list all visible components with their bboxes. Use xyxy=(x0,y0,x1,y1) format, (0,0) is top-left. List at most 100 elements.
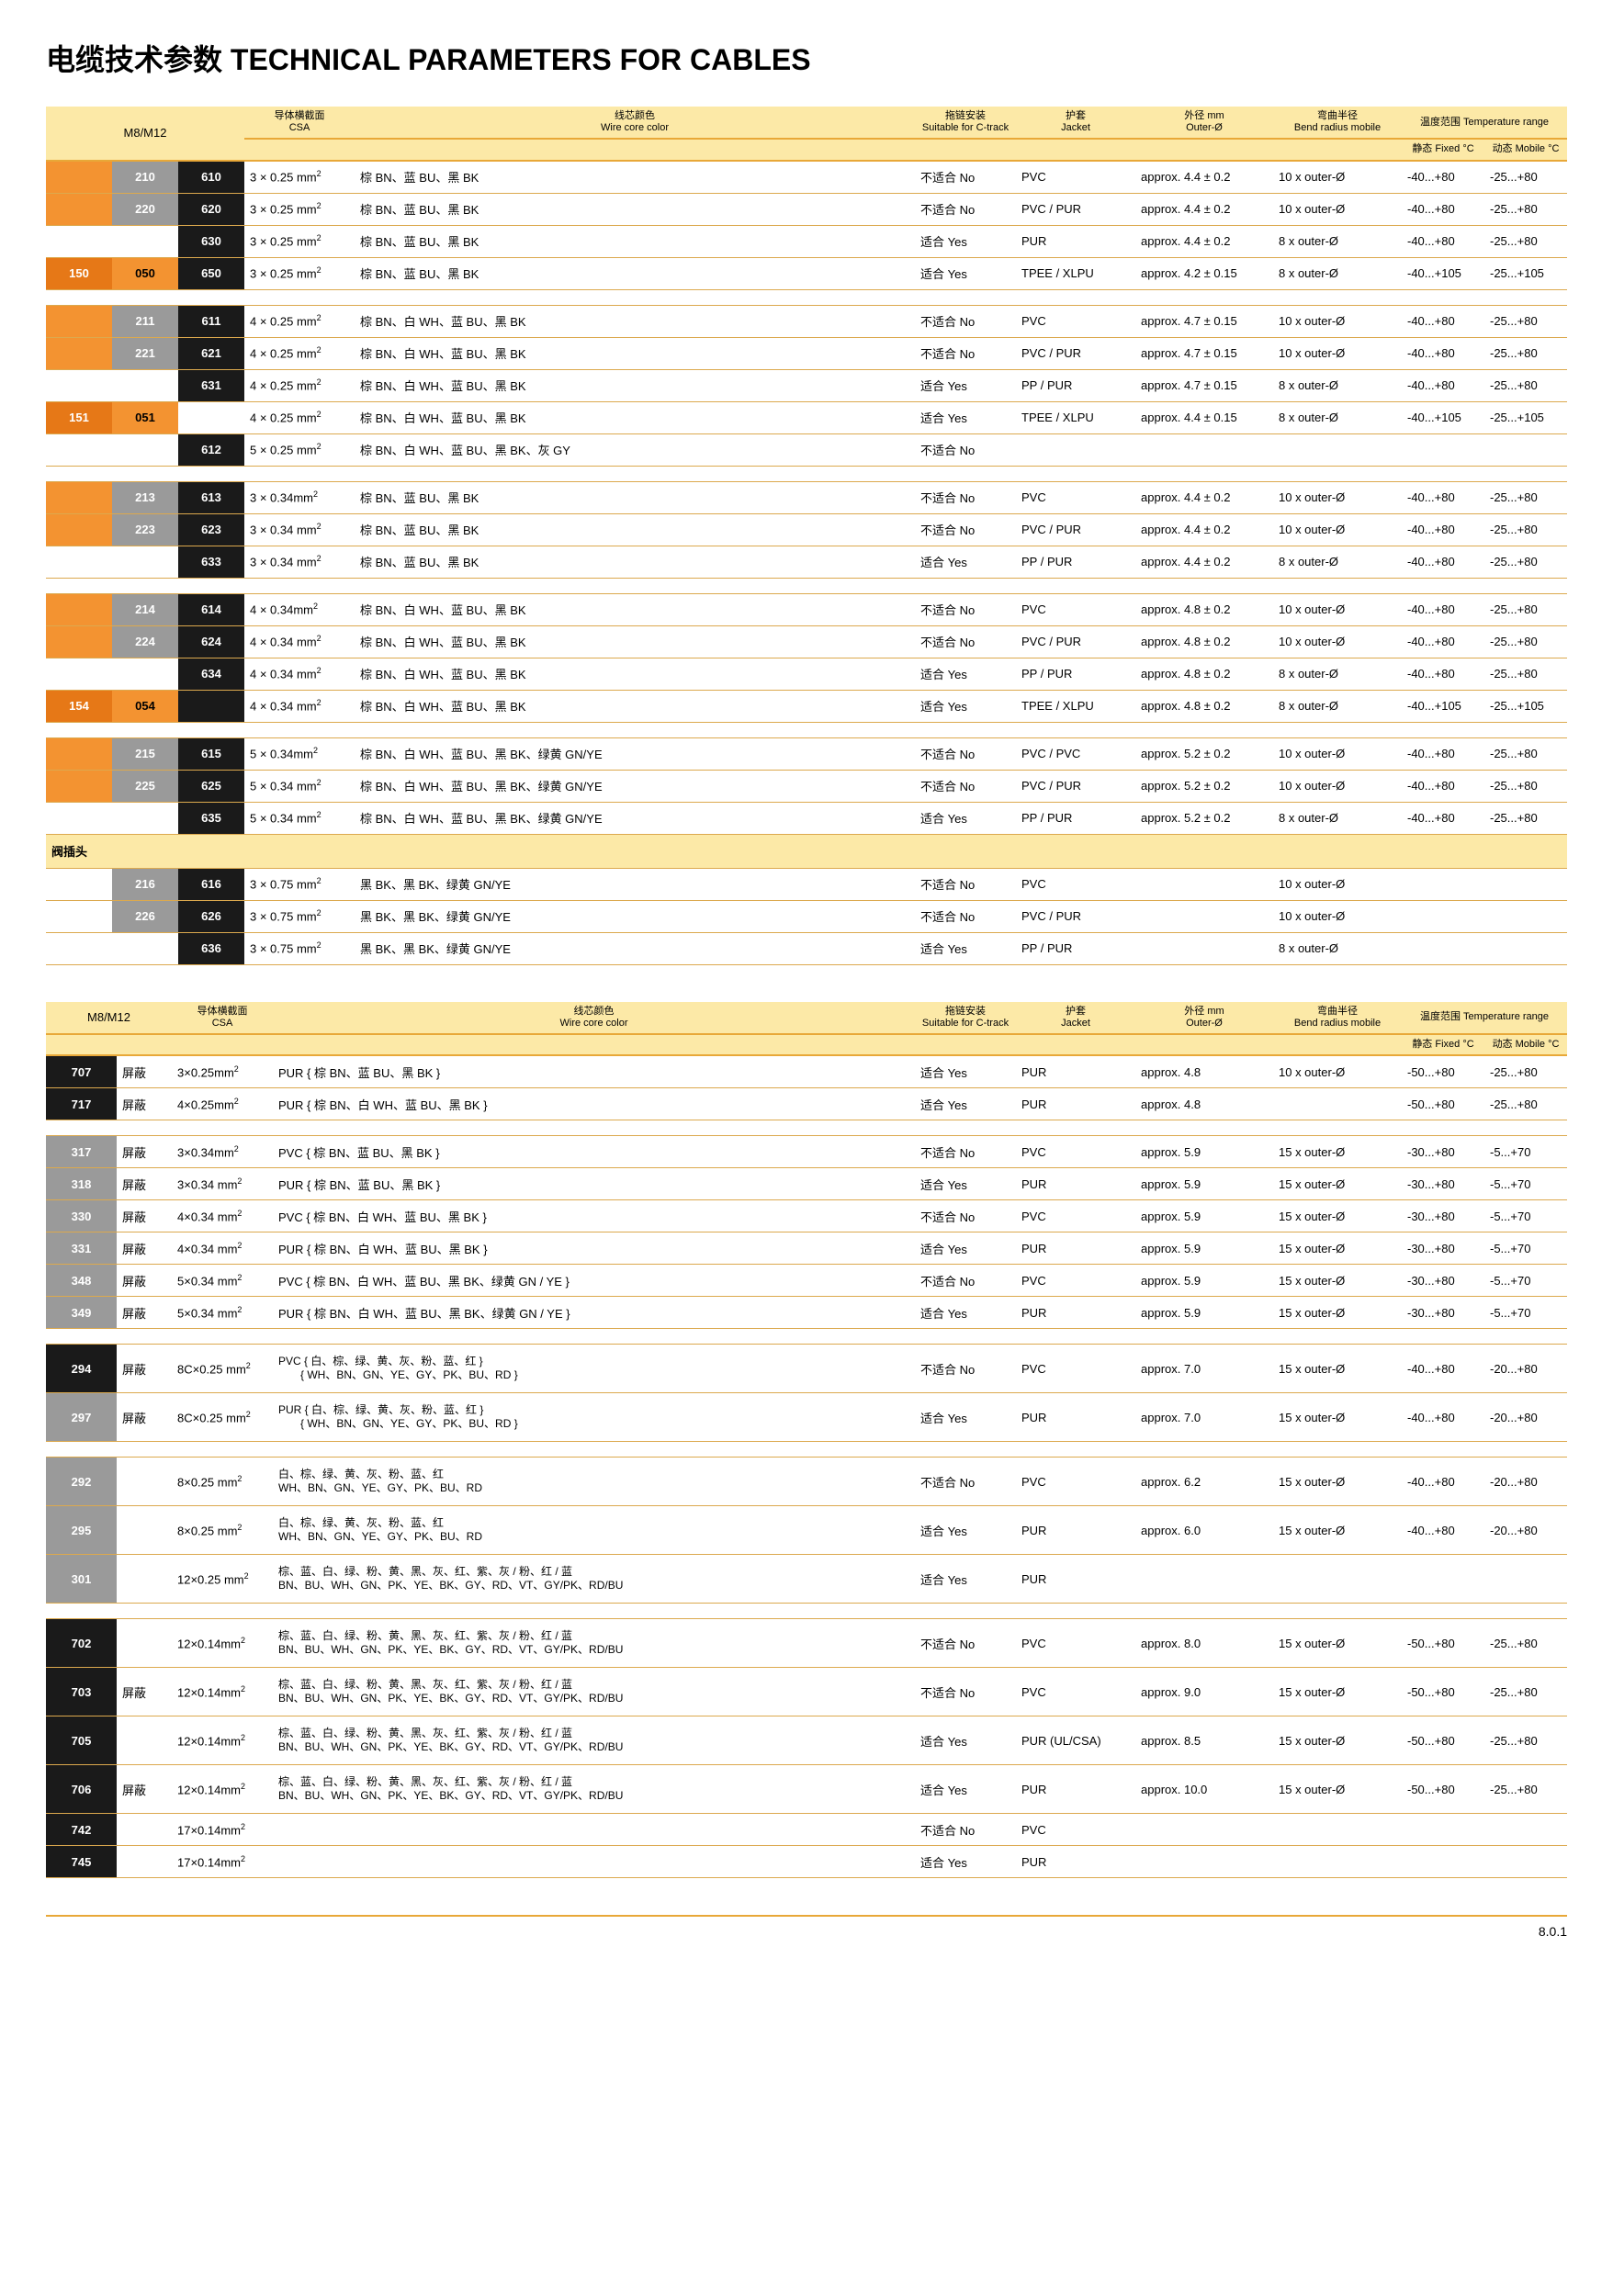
jacket-cell: PVC xyxy=(1016,1265,1135,1297)
temp-mobile-cell: -25...+80 xyxy=(1484,225,1567,257)
code-cell: 635 xyxy=(178,802,244,834)
temp-mobile-cell: -5...+70 xyxy=(1484,1200,1567,1232)
temp-fixed-cell xyxy=(1402,1846,1484,1878)
jacket-cell: PVC / PUR xyxy=(1016,900,1135,932)
ctrack-cell: 适合 Yes xyxy=(915,1506,1016,1555)
code-cell: 216 xyxy=(112,868,178,900)
code-cell: 220 xyxy=(112,193,178,225)
jacket-cell: PUR xyxy=(1016,1055,1135,1088)
temp-mobile-cell: -5...+70 xyxy=(1484,1297,1567,1329)
table-row: 74217×0.14mm2不适合 NoPVC xyxy=(46,1814,1567,1846)
wire-cell: PVC { 棕 BN、白 WH、蓝 BU、黑 BK } xyxy=(273,1200,915,1232)
bend-cell: 8 x outer-Ø xyxy=(1273,225,1402,257)
csa-cell: 3 × 0.25 mm2 xyxy=(244,225,355,257)
outer-cell xyxy=(1135,868,1273,900)
table-row: 2266263 × 0.75 mm2黑 BK、黑 BK、绿黄 GN/YE不适合 … xyxy=(46,900,1567,932)
temp-mobile-cell: -25...+80 xyxy=(1484,1716,1567,1765)
wire-cell: 棕 BN、白 WH、蓝 BU、黑 BK、绿黄 GN/YE xyxy=(355,737,915,770)
temp-fixed-cell: -30...+80 xyxy=(1402,1168,1484,1200)
temp-mobile-cell: -25...+80 xyxy=(1484,481,1567,513)
ctrack-cell: 适合 Yes xyxy=(915,1716,1016,1765)
temp-mobile-cell: -25...+80 xyxy=(1484,625,1567,658)
table-row: 6355 × 0.34 mm2棕 BN、白 WH、蓝 BU、黑 BK、绿黄 GN… xyxy=(46,802,1567,834)
wire-cell: PUR { 棕 BN、白 WH、蓝 BU、黑 BK } xyxy=(273,1232,915,1265)
csa-cell: 4 × 0.25 mm2 xyxy=(244,305,355,337)
jacket-cell: PVC xyxy=(1016,305,1135,337)
jacket-cell: PVC xyxy=(1016,868,1135,900)
temp-fixed-cell: -40...+105 xyxy=(1402,401,1484,433)
jacket-cell: PUR xyxy=(1016,1555,1135,1604)
temp-mobile-cell xyxy=(1484,1555,1567,1604)
outer-cell xyxy=(1135,932,1273,964)
temp-mobile-cell: -25...+80 xyxy=(1484,593,1567,625)
jacket-cell: PVC xyxy=(1016,1136,1135,1168)
temp-fixed-cell: -50...+80 xyxy=(1402,1716,1484,1765)
ctrack-cell: 不适合 No xyxy=(915,481,1016,513)
temp-mobile-cell: -20...+80 xyxy=(1484,1506,1567,1555)
bend-cell: 15 x outer-Ø xyxy=(1273,1716,1402,1765)
code-cell: 223 xyxy=(112,513,178,546)
ctrack-cell: 不适合 No xyxy=(915,513,1016,546)
outer-cell: approx. 4.8 ± 0.2 xyxy=(1135,625,1273,658)
outer-cell xyxy=(1135,433,1273,466)
temp-mobile-cell: -25...+80 xyxy=(1484,1765,1567,1814)
outer-cell xyxy=(1135,1555,1273,1604)
temp-mobile-cell: -20...+80 xyxy=(1484,1393,1567,1442)
temp-mobile-cell xyxy=(1484,433,1567,466)
wire-cell: PUR { 棕 BN、蓝 BU、黑 BK } xyxy=(273,1055,915,1088)
outer-cell: approx. 5.9 xyxy=(1135,1168,1273,1200)
bend-cell: 15 x outer-Ø xyxy=(1273,1393,1402,1442)
outer-cell: approx. 6.0 xyxy=(1135,1506,1273,1555)
jacket-cell: PVC / PUR xyxy=(1016,513,1135,546)
bend-cell: 15 x outer-Ø xyxy=(1273,1200,1402,1232)
code-cell xyxy=(112,546,178,578)
code-cell xyxy=(46,770,112,802)
code-cell: 636 xyxy=(178,932,244,964)
temp-fixed-cell xyxy=(1402,900,1484,932)
code-cell xyxy=(46,868,112,900)
csa-cell: 4 × 0.34 mm2 xyxy=(244,625,355,658)
outer-cell: approx. 4.7 ± 0.15 xyxy=(1135,337,1273,369)
jacket-cell: PP / PUR xyxy=(1016,932,1135,964)
ctrack-cell: 不适合 No xyxy=(915,433,1016,466)
bend-cell: 10 x outer-Ø xyxy=(1273,161,1402,194)
wire-cell: 棕 BN、白 WH、蓝 BU、黑 BK、灰 GY xyxy=(355,433,915,466)
code-cell: 610 xyxy=(178,161,244,194)
jacket-cell: PUR xyxy=(1016,1297,1135,1329)
temp-mobile-cell: -25...+105 xyxy=(1484,257,1567,289)
csa-cell: 3×0.25mm2 xyxy=(172,1055,273,1088)
th-wire: 线芯颜色Wire core color xyxy=(355,107,915,139)
table-row: 317屏蔽3×0.34mm2PVC { 棕 BN、蓝 BU、黑 BK }不适合 … xyxy=(46,1136,1567,1168)
th-jacket: 护套Jacket xyxy=(1016,107,1135,139)
wire-cell: 棕 BN、白 WH、蓝 BU、黑 BK、绿黄 GN/YE xyxy=(355,770,915,802)
temp-mobile-cell xyxy=(1484,1814,1567,1846)
wire-cell: 棕、蓝、白、绿、粉、黄、黑、灰、红、紫、灰 / 粉、红 / 蓝BN、BU、WH、… xyxy=(273,1668,915,1716)
code-cell xyxy=(46,802,112,834)
temp-mobile-cell: -25...+80 xyxy=(1484,1668,1567,1716)
table-row: 2106103 × 0.25 mm2棕 BN、蓝 BU、黑 BK不适合 NoPV… xyxy=(46,161,1567,194)
code-cell: 151 xyxy=(46,401,112,433)
wire-cell: 棕、蓝、白、绿、粉、黄、黑、灰、红、紫、灰 / 粉、红 / 蓝BN、BU、WH、… xyxy=(273,1619,915,1668)
table-row: 2136133 × 0.34mm2棕 BN、蓝 BU、黑 BK不适合 NoPVC… xyxy=(46,481,1567,513)
th2-csa: 导体横截面CSA xyxy=(172,1002,273,1034)
bend-cell: 15 x outer-Ø xyxy=(1273,1619,1402,1668)
table-row: 70212×0.14mm2棕、蓝、白、绿、粉、黄、黑、灰、红、紫、灰 / 粉、红… xyxy=(46,1619,1567,1668)
wire-cell: PUR { 白、棕、绿、黄、灰、粉、蓝、红 } { WH、BN、GN、YE、GY… xyxy=(273,1393,915,1442)
table-row: 1540544 × 0.34 mm2棕 BN、白 WH、蓝 BU、黑 BK适合 … xyxy=(46,690,1567,722)
wire-cell: 白、棕、绿、黄、灰、粉、蓝、红WH、BN、GN、YE、GY、PK、BU、RD xyxy=(273,1506,915,1555)
temp-fixed-cell: -50...+80 xyxy=(1402,1088,1484,1120)
code-cell xyxy=(46,481,112,513)
jacket-cell: PVC / PUR xyxy=(1016,337,1135,369)
code-cell xyxy=(46,593,112,625)
ctrack-cell: 不适合 No xyxy=(915,1136,1016,1168)
temp-fixed-cell: -40...+80 xyxy=(1402,770,1484,802)
temp-fixed-cell: -50...+80 xyxy=(1402,1765,1484,1814)
code-cell: 626 xyxy=(178,900,244,932)
bend-cell: 15 x outer-Ø xyxy=(1273,1458,1402,1506)
shield-cell xyxy=(117,1555,172,1604)
table-row: 6314 × 0.25 mm2棕 BN、白 WH、蓝 BU、黑 BK适合 Yes… xyxy=(46,369,1567,401)
jacket-cell: PUR (UL/CSA) xyxy=(1016,1716,1135,1765)
temp-fixed-cell: -50...+80 xyxy=(1402,1055,1484,1088)
table-row: 330屏蔽4×0.34 mm2PVC { 棕 BN、白 WH、蓝 BU、黑 BK… xyxy=(46,1200,1567,1232)
temp-mobile-cell: -20...+80 xyxy=(1484,1458,1567,1506)
